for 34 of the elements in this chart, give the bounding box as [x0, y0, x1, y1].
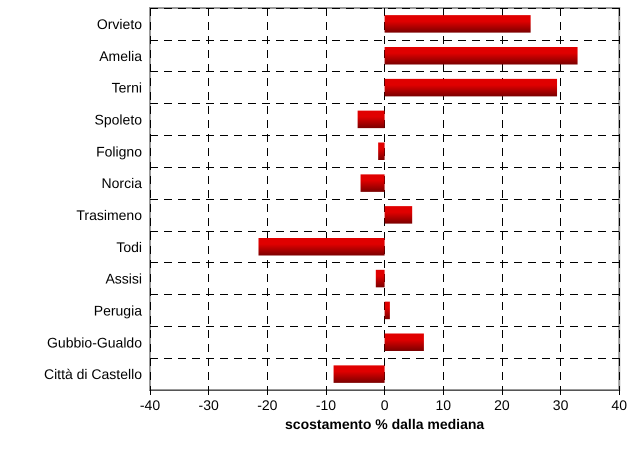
x-tick-label: -40 [140, 397, 160, 413]
bar [384, 333, 424, 352]
y-tick-label: Spoleto [94, 111, 142, 128]
bar [384, 46, 578, 65]
bar [334, 365, 385, 383]
y-tick-label: Assisi [105, 270, 142, 287]
bar [376, 270, 385, 288]
y-tick-label: Orvieto [96, 16, 142, 32]
y-tick-label: Trasimeno [76, 206, 142, 223]
bar [358, 110, 385, 128]
y-tick-label: Gubbio-Gualdo [47, 334, 142, 350]
x-tick-label: 30 [552, 397, 569, 413]
x-axis-title: scostamento % dalla mediana [285, 416, 484, 432]
y-tick-label: Terni [112, 80, 142, 96]
y-tick-label: Norcia [102, 175, 142, 192]
bar [378, 142, 385, 160]
bar [384, 78, 558, 96]
y-tick-label: Perugia [94, 302, 142, 318]
x-tick-label: 10 [435, 397, 452, 413]
x-tick-label: 20 [494, 397, 510, 413]
x-tick-label: 0 [380, 397, 389, 413]
bar [384, 206, 412, 224]
bar [360, 174, 385, 192]
y-tick-label: Foligno [96, 143, 142, 160]
bar [384, 302, 390, 320]
x-tick-label: 40 [611, 397, 628, 413]
x-tick-label: -30 [198, 397, 219, 413]
y-tick-label: Amelia [99, 48, 142, 64]
x-tick-label: -20 [257, 397, 278, 413]
y-tick-label: Todi [116, 238, 142, 255]
y-tick-label: Città di Castello [44, 366, 142, 382]
bar [258, 238, 385, 256]
bar [384, 15, 531, 33]
x-tick-label: -10 [316, 397, 336, 413]
